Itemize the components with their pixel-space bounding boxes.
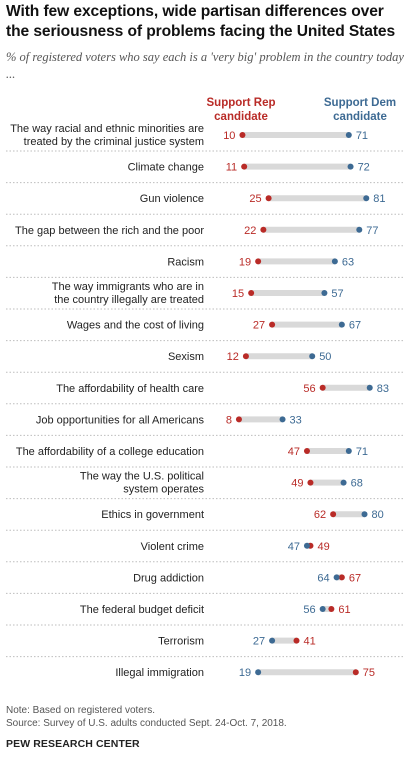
rep-dot	[255, 258, 262, 265]
row-label: Climate change	[128, 162, 204, 174]
row-label: Job opportunities for all Americans	[36, 414, 205, 426]
dem-dot	[361, 511, 368, 518]
rep-value-label: 49	[291, 478, 303, 490]
row-label: Sexism	[168, 351, 204, 363]
dem-value-label: 71	[356, 130, 368, 142]
row-label: Illegal immigration	[115, 667, 204, 679]
dem-value-label: 67	[349, 320, 361, 332]
row-label: The way immigrants who are in the country…	[52, 281, 204, 306]
dem-value-label: 72	[358, 162, 370, 174]
dem-dot	[333, 574, 340, 581]
rep-dot	[303, 448, 310, 454]
rep-dot	[242, 353, 249, 360]
chart-subtitle: % of registered voters who say each is a…	[6, 50, 404, 81]
dem-value-label: 27	[253, 636, 265, 648]
rep-value-label: 12	[227, 351, 239, 363]
dem-dot	[345, 132, 352, 138]
dem-dot	[319, 606, 326, 612]
chart-title: With few exceptions, wide partisan diffe…	[6, 3, 396, 40]
dem-dot	[356, 226, 363, 233]
row-label: Wages and the cost of living	[67, 320, 204, 332]
row-label: The affordability of health care	[56, 383, 204, 395]
rep-value-label: 11	[226, 162, 237, 174]
dem-value-label: 80	[372, 509, 384, 521]
rep-dot	[241, 163, 248, 170]
dem-dot	[331, 258, 338, 265]
rep-value-label: 27	[253, 320, 265, 332]
row-label: Violent crime	[141, 541, 204, 553]
rep-dot	[248, 290, 255, 296]
dem-value-label: 77	[366, 225, 378, 237]
dem-dot	[303, 542, 310, 549]
row-label: Terrorism	[158, 636, 204, 648]
rep-value-label: 22	[244, 225, 256, 237]
dem-dot	[279, 416, 286, 423]
rep-dot	[307, 479, 314, 486]
rep-dot	[265, 195, 272, 202]
rep-dot	[235, 416, 242, 423]
rep-dot	[260, 226, 267, 233]
rep-value-label: 41	[304, 636, 316, 648]
source-note: Source: Survey of U.S. adults conducted …	[6, 718, 287, 729]
dem-value-label: 57	[331, 288, 343, 300]
row-label: Gun violence	[140, 193, 204, 205]
dem-value-label: 68	[351, 478, 363, 490]
rep-dot	[330, 511, 337, 518]
rep-dot	[293, 637, 300, 644]
rep-value-label: 62	[314, 509, 326, 521]
row-label: Racism	[167, 256, 204, 268]
row-label: The way racial and ethnic minorities are…	[10, 123, 204, 148]
dem-dot	[255, 669, 262, 676]
dem-value-label: 56	[303, 604, 315, 616]
dem-value-label: 47	[288, 541, 300, 553]
dem-value-label: 50	[319, 351, 331, 363]
row-label: The federal budget deficit	[80, 604, 204, 616]
dem-dot	[363, 195, 370, 202]
rep-dot	[338, 574, 345, 581]
dem-dot	[309, 353, 316, 360]
rep-value-label: 56	[303, 383, 315, 395]
dem-dot	[338, 321, 345, 328]
dem-dot	[321, 290, 328, 296]
dem-value-label: 83	[377, 383, 389, 395]
rep-dot	[328, 606, 335, 612]
rep-dot	[352, 669, 359, 676]
legend-rep: Support Rep candidate	[206, 97, 276, 123]
dem-value-label: 64	[317, 572, 329, 584]
dem-value-label: 81	[373, 193, 385, 205]
dem-dot	[347, 163, 354, 170]
dem-value-label: 33	[290, 414, 302, 426]
rep-value-label: 15	[232, 288, 244, 300]
rep-value-label: 10	[223, 130, 235, 142]
rep-value-label: 19	[239, 256, 251, 268]
row-label: The affordability of a college education	[16, 446, 204, 458]
rep-value-label: 25	[249, 193, 261, 205]
note: Note: Based on registered voters.	[6, 705, 155, 716]
dem-dot	[345, 448, 352, 454]
rep-value-label: 75	[363, 667, 375, 679]
row-label: Drug addiction	[133, 572, 204, 584]
dem-dot	[269, 637, 276, 644]
rep-value-label: 67	[349, 572, 361, 584]
dem-dot	[366, 384, 373, 391]
dem-dot	[340, 479, 347, 486]
row-label: The gap between the rich and the poor	[15, 225, 204, 237]
rep-value-label: 49	[317, 541, 329, 553]
legend-dem: Support Dem candidate	[323, 97, 397, 123]
row-label: The way the U.S. political system operate…	[80, 471, 205, 496]
rep-value-label: 8	[226, 414, 232, 426]
rep-value-label: 61	[338, 604, 350, 616]
brand-logo-text: PEW RESEARCH CENTER	[6, 738, 140, 750]
row-label: Ethics in government	[101, 509, 204, 521]
dem-value-label: 71	[356, 446, 368, 458]
rep-value-label: 47	[288, 446, 300, 458]
rep-dot	[239, 132, 246, 138]
dot-plot: The way racial and ethnic minorities are…	[6, 123, 405, 679]
dem-value-label: 19	[239, 667, 251, 679]
rep-dot	[269, 321, 276, 328]
rep-dot	[319, 384, 326, 391]
dem-value-label: 63	[342, 256, 354, 268]
